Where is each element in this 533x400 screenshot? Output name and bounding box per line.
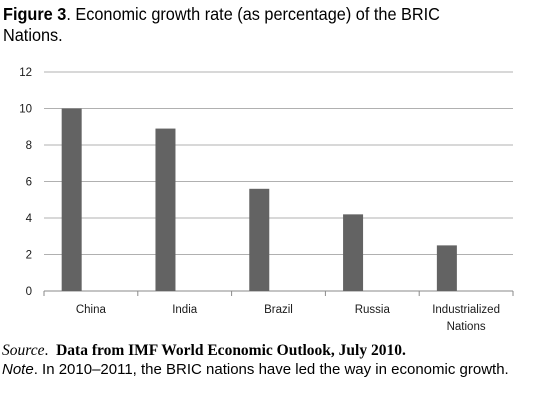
y-tick-label: 8 xyxy=(26,140,32,152)
figure-title-text: . Economic growth rate (as percentage) o… xyxy=(3,4,440,45)
x-tick-label: Russia xyxy=(355,304,391,316)
x-tick-label: China xyxy=(76,304,107,316)
note-label: Note xyxy=(2,361,34,378)
y-tick-label: 0 xyxy=(26,286,32,298)
y-tick-label: 2 xyxy=(26,250,32,262)
y-tick-label: 4 xyxy=(26,213,33,225)
source-text: Data from IMF World Economic Outlook, Ju… xyxy=(56,342,406,359)
bar-industrialized-nations xyxy=(436,245,457,291)
y-tick-label: 12 xyxy=(19,67,32,79)
bar-chart: 0 2 4 6 8 10 12 China India Brazil Russia Industria… xyxy=(19,67,514,333)
y-tick-label: 6 xyxy=(26,177,32,189)
figure-title: Figure 3. Economic growth rate (as perce… xyxy=(3,4,487,46)
figure-label: Figure 3 xyxy=(3,4,67,24)
source-label: Source xyxy=(2,342,45,359)
bar-india xyxy=(155,128,176,291)
bar-russia xyxy=(343,214,364,291)
note-line: Note. In 2010–2011, the BRIC nations hav… xyxy=(2,361,522,378)
x-tick-label: Industrialized Nations xyxy=(432,304,500,333)
bar-brazil xyxy=(249,188,270,291)
y-tick-label: 10 xyxy=(19,104,32,116)
x-tick-label: India xyxy=(172,304,198,316)
x-tick-label: Brazil xyxy=(264,304,293,316)
bar-china xyxy=(61,108,82,291)
source-line: Source. Data from IMF World Economic Out… xyxy=(2,342,406,359)
note-text: . In 2010–2011, the BRIC nations have le… xyxy=(33,361,509,378)
